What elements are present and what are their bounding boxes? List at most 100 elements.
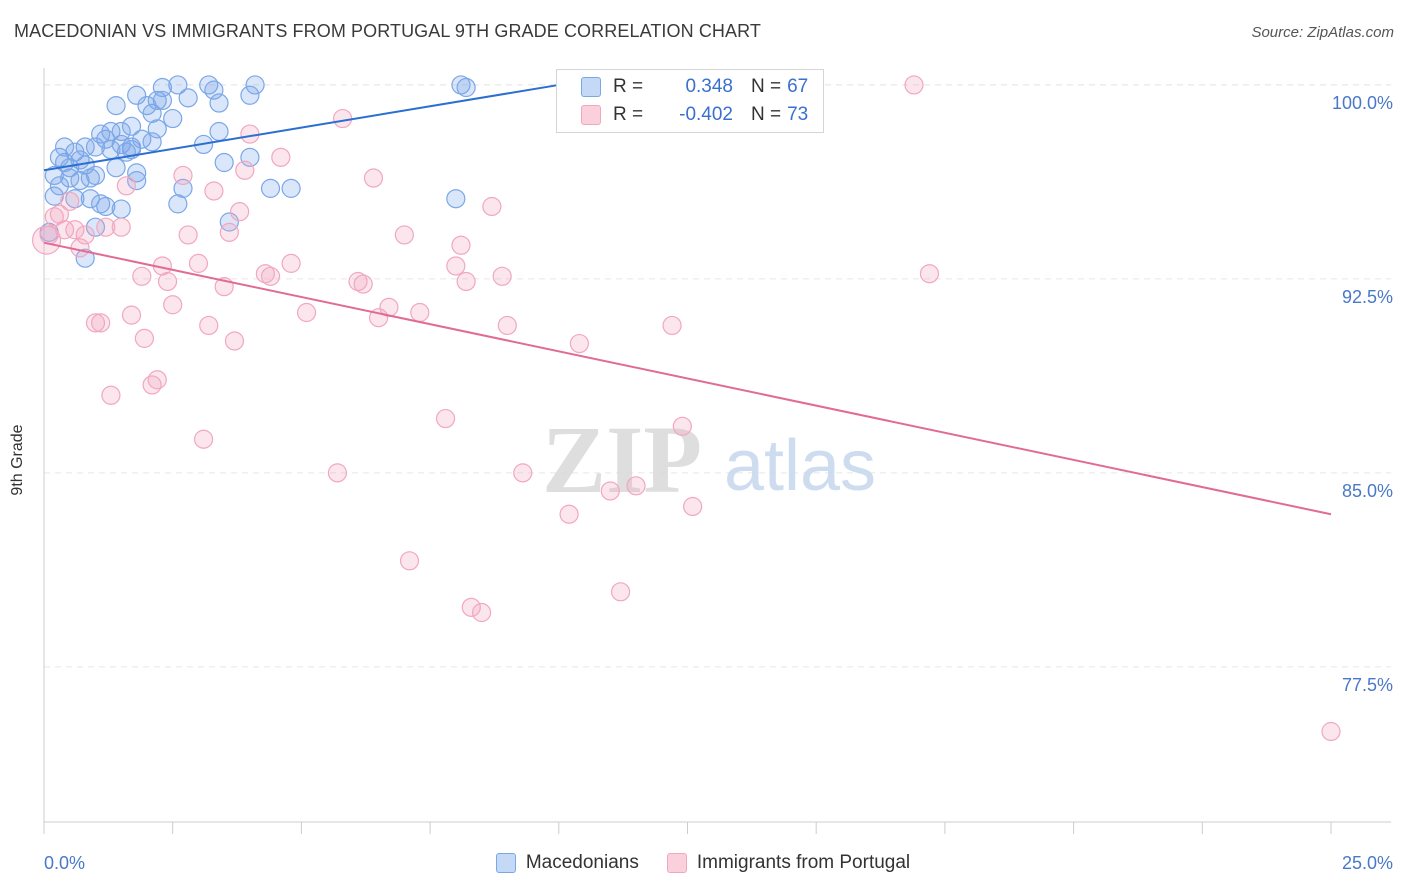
portugal-point bbox=[456, 271, 476, 292]
legend-item-portugal: Immigrants from Portugal bbox=[666, 852, 911, 874]
portugal-point bbox=[65, 220, 85, 240]
x-tick-label: 0.0% bbox=[44, 853, 85, 873]
portugal-point bbox=[260, 266, 281, 286]
macedonians-point bbox=[127, 85, 147, 105]
macedonians-point bbox=[44, 186, 64, 206]
portugal-trend-line bbox=[43, 241, 1332, 516]
macedonians-point bbox=[49, 147, 70, 167]
portugal-point bbox=[147, 370, 167, 390]
macedonians-point bbox=[44, 165, 64, 186]
macedonians-point bbox=[168, 75, 188, 95]
portugal-point bbox=[296, 302, 317, 323]
y-tick-label: 77.5% bbox=[1342, 675, 1393, 695]
portugal-point bbox=[353, 274, 373, 294]
legend-label-portugal: Immigrants from Portugal bbox=[696, 852, 911, 873]
portugal-point bbox=[399, 551, 420, 571]
n-value: 67 bbox=[787, 76, 809, 97]
portugal-point bbox=[471, 602, 492, 623]
macedonians-point bbox=[127, 171, 147, 191]
legend-row-macedonians: R = 0.348 N = 67 bbox=[557, 73, 808, 101]
chart-title: MACEDONIAN VS IMMIGRANTS FROM PORTUGAL 9… bbox=[14, 21, 762, 41]
r-value: -0.402 bbox=[679, 104, 733, 125]
macedonians-point bbox=[85, 217, 106, 237]
macedonians-point bbox=[80, 189, 100, 209]
macedonians-trend-line bbox=[43, 83, 559, 172]
macedonians-point bbox=[260, 178, 281, 198]
y-tick-label: 92.5% bbox=[1342, 287, 1393, 307]
x-tick-labels: 0.0% 25.0% bbox=[44, 853, 1393, 873]
macedonians-point bbox=[456, 77, 476, 98]
chart-source: Source: ZipAtlas.com bbox=[1251, 24, 1394, 41]
portugal-point bbox=[224, 331, 245, 351]
axes bbox=[43, 68, 1391, 834]
macedonians-point bbox=[106, 158, 126, 178]
portugal-point bbox=[132, 266, 152, 286]
macedonians-point bbox=[163, 108, 183, 129]
portugal-point bbox=[121, 305, 142, 325]
portugal-point bbox=[240, 124, 260, 144]
macedonians-point bbox=[91, 194, 111, 214]
macedonians-point bbox=[111, 199, 131, 219]
portugal-point bbox=[904, 75, 924, 95]
portugal-point bbox=[101, 385, 121, 405]
n-value: 73 bbox=[787, 104, 809, 125]
macedonians-point bbox=[127, 163, 147, 183]
portugal-point bbox=[394, 225, 414, 245]
portugal-point bbox=[60, 191, 80, 211]
stats-legend: R = 0.348 N = 67 R = -0.402 N = 73 bbox=[556, 69, 824, 133]
macedonians-point bbox=[245, 75, 265, 95]
portugal-point bbox=[683, 496, 703, 517]
watermark-zip: ZIP bbox=[542, 406, 702, 513]
portugal-point bbox=[446, 256, 466, 276]
macedonians-swatch bbox=[581, 77, 601, 97]
portugal-point bbox=[662, 315, 682, 336]
macedonians-point bbox=[96, 196, 116, 217]
macedonians-point bbox=[49, 176, 70, 196]
macedonians-point bbox=[219, 212, 239, 232]
portugal-legend-swatch bbox=[666, 853, 687, 873]
portugal-point bbox=[919, 264, 940, 284]
macedonians-point bbox=[75, 248, 95, 268]
portugal-point bbox=[482, 196, 502, 217]
portugal-point bbox=[410, 302, 430, 323]
portugal-point bbox=[204, 181, 224, 201]
portugal-point bbox=[49, 204, 70, 224]
macedonians-point bbox=[75, 137, 95, 157]
portugal-point bbox=[173, 165, 193, 186]
n-label: N = bbox=[751, 76, 782, 97]
portugal-point bbox=[91, 313, 111, 333]
portugal-point bbox=[451, 235, 471, 255]
portugal-point bbox=[600, 481, 620, 501]
x-tick-label: 25.0% bbox=[1342, 853, 1393, 873]
r-label: R = bbox=[613, 76, 644, 97]
portugal-point bbox=[85, 313, 106, 333]
macedonians-point bbox=[121, 116, 142, 136]
portugal-point bbox=[672, 416, 692, 436]
portugal-point bbox=[235, 160, 255, 180]
macedonians-point bbox=[65, 189, 85, 209]
portugal-point bbox=[569, 333, 589, 354]
portugal-point bbox=[1321, 721, 1341, 742]
portugal-point bbox=[559, 504, 579, 524]
macedonians-point bbox=[199, 75, 219, 95]
y-tick-labels: 100.0% 92.5% 85.0% 77.5% bbox=[1332, 93, 1393, 695]
portugal-swatch bbox=[581, 105, 601, 125]
portugal-point bbox=[163, 295, 183, 315]
portugal-point bbox=[492, 266, 512, 286]
portugal-point bbox=[199, 315, 219, 336]
r-value: 0.348 bbox=[685, 76, 733, 97]
macedonians-point bbox=[85, 165, 106, 186]
macedonians-point bbox=[281, 178, 301, 198]
macedonians-point bbox=[214, 152, 234, 173]
portugal-point bbox=[75, 225, 95, 245]
macedonians-point bbox=[80, 168, 100, 188]
portugal-point bbox=[513, 463, 533, 483]
macedonians-point bbox=[54, 137, 75, 157]
macedonians-point bbox=[106, 96, 126, 116]
y-tick-label: 85.0% bbox=[1342, 481, 1393, 501]
portugal-point bbox=[435, 408, 456, 429]
portugal-point bbox=[281, 253, 301, 273]
portugal-point bbox=[332, 108, 353, 129]
data-points bbox=[31, 75, 1341, 742]
